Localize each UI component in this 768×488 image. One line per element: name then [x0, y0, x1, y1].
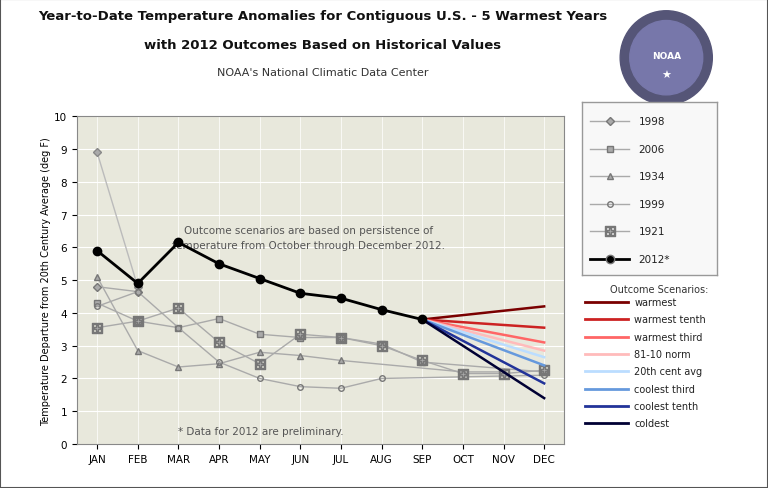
2006: [174, 325, 183, 331]
1921: [133, 319, 142, 325]
Text: warmest: warmest: [634, 297, 677, 307]
1934: [499, 369, 508, 375]
Text: coldest: coldest: [634, 419, 670, 428]
2006: [296, 335, 305, 341]
Text: coolest third: coolest third: [634, 384, 695, 394]
1921: [214, 340, 223, 346]
2012*: [377, 307, 386, 313]
2012*: [418, 317, 427, 323]
1999: [377, 376, 386, 382]
2006: [133, 319, 142, 325]
2006: [540, 369, 549, 375]
1999: [296, 384, 305, 390]
Text: warmest tenth: warmest tenth: [634, 315, 706, 325]
Text: 1999: 1999: [639, 199, 665, 209]
Text: Year-to-Date Temperature Anomalies for Contiguous U.S. - 5 Warmest Years: Year-to-Date Temperature Anomalies for C…: [38, 10, 607, 23]
2006: [214, 316, 223, 322]
1921: [336, 335, 346, 341]
Text: 20th cent avg: 20th cent avg: [634, 366, 703, 377]
1921: [255, 361, 264, 367]
Text: 2006: 2006: [639, 144, 665, 154]
Text: ★: ★: [661, 71, 671, 81]
1934: [336, 358, 346, 364]
1999: [92, 304, 101, 310]
Text: NOAA's National Climatic Data Center: NOAA's National Climatic Data Center: [217, 68, 429, 78]
1934: [92, 274, 101, 280]
Text: Outcome scenarios are based on persistence of
temperature from October through D: Outcome scenarios are based on persisten…: [172, 226, 445, 250]
Text: 1921: 1921: [639, 227, 665, 237]
Line: 2012*: 2012*: [93, 239, 426, 324]
1934: [255, 349, 264, 355]
Text: * Data for 2012 are preliminary.: * Data for 2012 are preliminary.: [178, 426, 344, 436]
1921: [540, 367, 549, 373]
1921: [458, 371, 468, 377]
Text: 1934: 1934: [639, 172, 665, 182]
2006: [336, 335, 346, 341]
1998: [92, 284, 101, 290]
1934: [296, 353, 305, 359]
1999: [214, 359, 223, 365]
Text: NOAA: NOAA: [652, 52, 680, 61]
Y-axis label: Temperature Departure from 20th Century Average (deg F): Temperature Departure from 20th Century …: [41, 137, 51, 425]
1934: [214, 361, 223, 367]
Line: 2006: 2006: [94, 301, 547, 375]
1999: [540, 372, 549, 378]
2012*: [92, 248, 101, 254]
Circle shape: [620, 12, 713, 105]
2012*: [174, 240, 183, 246]
1999: [255, 376, 264, 382]
2012*: [214, 262, 223, 267]
2012*: [133, 281, 142, 287]
1934: [174, 365, 183, 370]
Text: Outcome Scenarios:: Outcome Scenarios:: [610, 285, 708, 295]
2012*: [255, 276, 264, 282]
1921: [418, 358, 427, 364]
1921: [174, 305, 183, 311]
Text: 1998: 1998: [639, 117, 665, 127]
Text: coolest tenth: coolest tenth: [634, 401, 699, 411]
Line: 1934: 1934: [94, 274, 507, 376]
Line: 1999: 1999: [94, 289, 547, 391]
Circle shape: [630, 21, 703, 96]
1999: [336, 386, 346, 391]
2006: [92, 301, 101, 306]
1998: [133, 289, 142, 295]
Text: with 2012 Outcomes Based on Historical Values: with 2012 Outcomes Based on Historical V…: [144, 39, 502, 52]
1999: [133, 289, 142, 295]
2012*: [336, 296, 346, 302]
Line: 1921: 1921: [92, 304, 549, 379]
2012*: [296, 291, 305, 297]
1921: [296, 332, 305, 338]
1934: [458, 369, 468, 375]
1921: [377, 343, 386, 349]
Text: 81-10 norm: 81-10 norm: [634, 349, 691, 359]
2006: [377, 342, 386, 347]
Text: warmest third: warmest third: [634, 332, 703, 342]
1921: [499, 371, 508, 377]
1934: [133, 348, 142, 354]
1999: [174, 325, 183, 331]
2006: [255, 332, 264, 338]
1921: [92, 325, 101, 331]
2006: [418, 359, 427, 365]
Line: 1998: 1998: [94, 285, 141, 295]
Text: 2012*: 2012*: [639, 254, 670, 264]
